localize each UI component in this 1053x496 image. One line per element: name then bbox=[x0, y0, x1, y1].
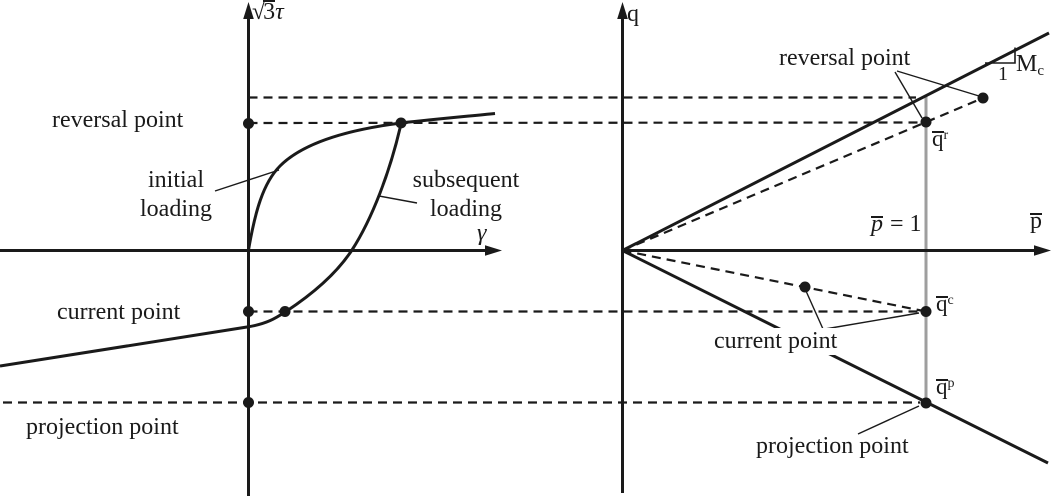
left-projection-axis-point bbox=[243, 397, 254, 408]
left-reversal-point-label: reversal point bbox=[52, 107, 184, 133]
leader-lines bbox=[214, 70, 980, 435]
qr-superscript: r bbox=[943, 128, 949, 143]
slope-run-label: 1 bbox=[998, 63, 1008, 85]
initial-loading-label-line1: initial bbox=[148, 167, 204, 193]
qp-superscript: p bbox=[947, 376, 955, 391]
right-current-point-label: current point bbox=[711, 328, 841, 355]
right-qr-point bbox=[920, 116, 932, 128]
initial-loading-curve bbox=[247, 112, 496, 251]
initial-loading-label: initial loading bbox=[116, 166, 236, 224]
current-leader-to-qc bbox=[824, 312, 920, 330]
subsequent-loading-label-line2: loading bbox=[430, 196, 502, 222]
right-projection-point-label: projection point bbox=[756, 433, 909, 459]
tau-symbol: τ bbox=[275, 0, 284, 25]
right-reversal-point bbox=[977, 92, 989, 104]
current-leader-to-point bbox=[805, 290, 824, 330]
p-equals-1-label: p = 1 bbox=[871, 211, 922, 238]
left-current-curve-point bbox=[279, 306, 291, 317]
qc-base: q bbox=[936, 291, 948, 316]
mc-base: M bbox=[1016, 51, 1038, 77]
qr-label: qr bbox=[932, 126, 948, 152]
right-qp-point bbox=[920, 397, 932, 409]
reversal-leader-to-point bbox=[896, 70, 980, 97]
right-y-axis-arrowhead-icon bbox=[617, 2, 628, 19]
marked-points bbox=[243, 92, 989, 409]
subsequent-loading-label: subsequent loading bbox=[394, 166, 538, 224]
qr-base: q bbox=[932, 126, 944, 151]
initial-loading-leader-line bbox=[214, 169, 280, 192]
left-reversal-axis-point bbox=[243, 118, 254, 129]
right-current-point bbox=[799, 281, 811, 293]
left-current-axis-point bbox=[243, 306, 254, 317]
right-x-axis-arrowhead-icon bbox=[1034, 245, 1051, 256]
qp-label: qp bbox=[936, 374, 955, 400]
right-qc-point bbox=[920, 306, 932, 317]
qc-label: qc bbox=[936, 291, 954, 317]
left-projection-point-label: projection point bbox=[26, 414, 179, 440]
radical-sign: √ bbox=[252, 0, 266, 25]
critical-state-line-positive bbox=[621, 31, 1050, 252]
left-x-axis-arrowhead-icon bbox=[485, 245, 502, 256]
left-y-axis-label: √3τ bbox=[252, 0, 284, 26]
subsequent-loading-curve bbox=[0, 123, 403, 368]
slope-mc-label: Mc bbox=[1016, 51, 1045, 79]
left-y-axis-arrowhead-icon bbox=[243, 2, 254, 19]
slope-indicator-triangle bbox=[985, 47, 1016, 64]
right-x-axis-label: p bbox=[1030, 208, 1042, 235]
qc-superscript: c bbox=[947, 293, 954, 308]
right-reversal-point-label: reversal point bbox=[779, 45, 911, 71]
left-reversal-curve-point bbox=[395, 117, 407, 129]
qp-base: q bbox=[936, 374, 948, 399]
mc-subscript: c bbox=[1037, 63, 1045, 79]
right-y-axis-label: q bbox=[627, 1, 639, 27]
curves-and-lines bbox=[0, 31, 1050, 465]
p-bar-symbol: p bbox=[1030, 208, 1042, 234]
p-bar-variable: p bbox=[871, 211, 883, 237]
dashed-guides bbox=[3, 96, 984, 404]
subsequent-loading-label-line1: subsequent bbox=[412, 167, 520, 193]
reversal-leader-to-qr bbox=[894, 71, 923, 119]
reversal-level-dashed-line bbox=[248, 121, 921, 125]
left-x-axis-label: γ bbox=[477, 220, 487, 246]
subsequent-loading-leader-line bbox=[378, 195, 418, 204]
radicand: 3 bbox=[263, 0, 276, 25]
left-current-point-label: current point bbox=[57, 299, 181, 325]
critical-state-line-negative bbox=[621, 249, 1049, 465]
equals-one: = 1 bbox=[890, 211, 922, 237]
projection-leader-to-qp bbox=[857, 405, 920, 435]
origin-to-reversal-dashed-line bbox=[622, 96, 984, 252]
origin-to-current-dashed-line bbox=[622, 249, 927, 313]
initial-loading-label-line2: loading bbox=[140, 196, 212, 222]
